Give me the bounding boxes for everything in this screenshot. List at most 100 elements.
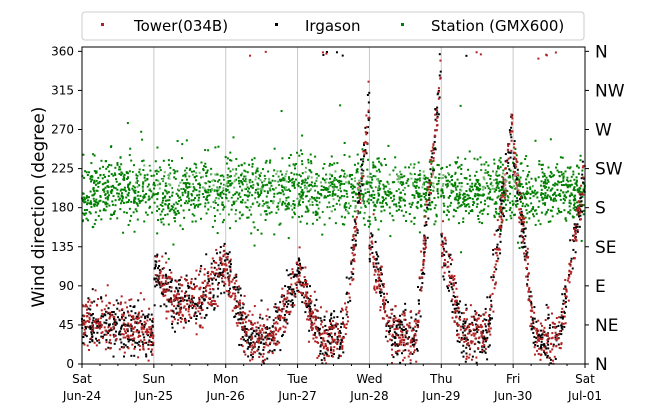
irgason-point [286,322,289,325]
tower-point [403,311,406,314]
station-point [534,209,537,212]
station-point [230,208,233,211]
irgason-point [434,118,437,121]
irgason-point [523,242,526,245]
station-point [193,206,196,209]
station-point [375,178,378,181]
irgason-point [319,345,322,348]
irgason-point [486,296,489,299]
irgason-point [157,275,160,278]
irgason-point [272,319,275,322]
station-point [221,203,224,206]
station-point [300,215,303,218]
station-point [288,203,291,206]
tower-point [336,347,339,350]
station-point [459,104,462,107]
station-point [528,217,531,220]
station-point [562,177,565,180]
tower-point [386,340,389,343]
irgason-point [241,306,244,309]
station-point [148,198,151,201]
station-point [203,182,206,185]
irgason-point [546,356,549,359]
tower-point [147,330,150,333]
tower-point [231,278,234,281]
station-point [557,207,560,210]
station-point [301,189,304,192]
tower-point [282,325,285,328]
tower-point [330,341,333,344]
station-point [574,206,577,209]
station-point [114,173,117,176]
station-point [509,192,512,195]
station-point [440,177,443,180]
tower-point [84,331,87,334]
station-point [232,136,235,139]
station-point [536,191,539,194]
irgason-point [277,317,280,320]
station-point [339,203,342,206]
station-point [191,183,194,186]
irgason-point [464,334,467,337]
irgason-point [576,225,579,228]
tower-point [362,175,365,178]
station-point [419,172,422,175]
station-point [550,172,553,175]
station-point [516,187,519,190]
station-point [281,203,284,206]
tower-point [311,327,314,330]
station-point [219,213,222,216]
tower-point [371,242,374,245]
station-point [413,196,416,199]
irgason-point [262,338,265,341]
station-point [343,195,346,198]
station-point [227,213,230,216]
station-point [551,187,554,190]
station-point [120,192,123,195]
station-point [253,226,256,229]
station-point [425,188,428,191]
tower-point [195,285,198,288]
irgason-point [184,321,187,324]
irgason-point [330,312,333,315]
irgason-point [400,320,403,323]
tower-point [358,186,361,189]
station-point [279,192,282,195]
irgason-point [154,263,157,266]
tower-point [375,291,378,294]
tower-point [152,342,155,345]
tower-point [251,358,254,361]
station-point [233,180,236,183]
tower-point [112,326,115,329]
irgason-point [237,291,240,294]
irgason-point [443,253,446,256]
station-point [450,191,453,194]
irgason-point [393,336,396,339]
station-point [373,209,376,212]
tower-point [179,311,182,314]
irgason-point [347,301,350,304]
tower-point [424,215,427,218]
station-point [303,186,306,189]
station-point [270,184,273,187]
station-point [524,158,527,161]
tower-point [119,303,122,306]
station-point [158,166,161,169]
tower-point [228,282,231,285]
station-point [343,223,346,226]
station-point [455,195,458,198]
station-point [487,205,490,208]
station-point [314,155,317,158]
tower-point [137,314,140,317]
station-point [261,185,264,188]
tower-point [258,329,261,332]
station-point [470,185,473,188]
station-point [163,195,166,198]
station-point [325,173,328,176]
station-point [120,188,123,191]
station-point [164,199,167,202]
station-point [183,182,186,185]
tower-point [420,276,423,279]
irgason-point [474,310,477,313]
tower-point [107,326,110,329]
